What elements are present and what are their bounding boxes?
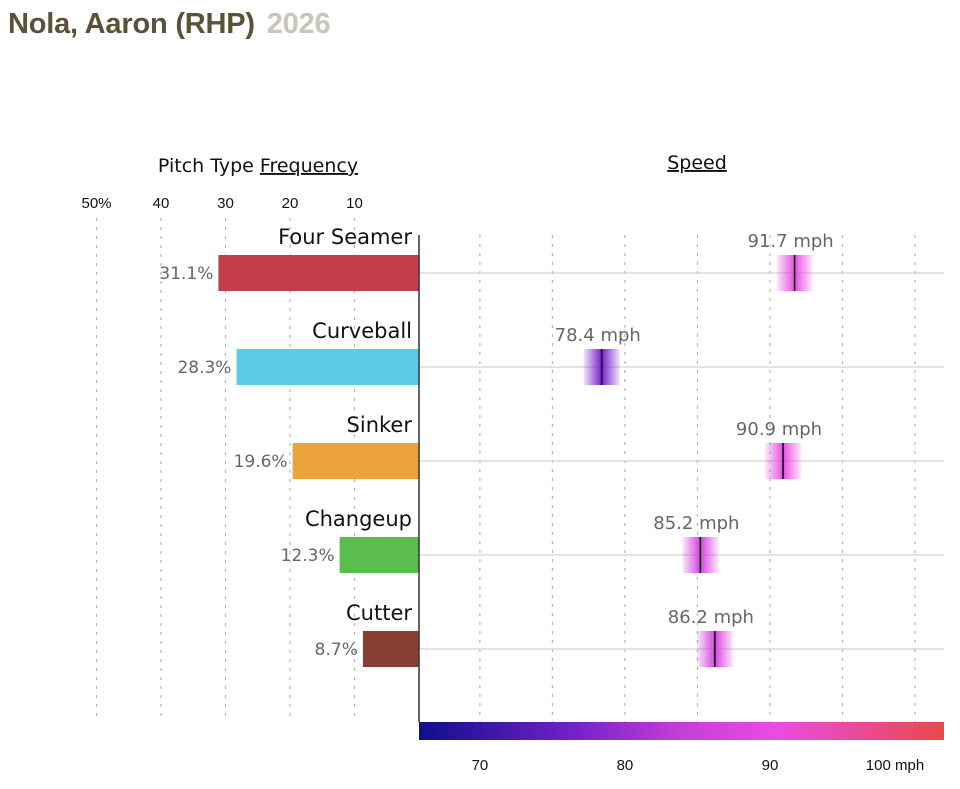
frequency-header-prefix: Pitch Type [158, 155, 260, 177]
speed-header: Speed [667, 152, 727, 174]
pitch-type-label: Sinker [347, 413, 413, 437]
pitch-type-label: Four Seamer [278, 225, 412, 249]
pitch-type-label: Curveball [312, 319, 412, 343]
frequency-tick-label: 30 [217, 195, 234, 212]
frequency-grid: 50% 40 30 20 10 [81, 195, 363, 722]
pitcher-name: Nola, Aaron (RHP) [8, 8, 255, 40]
speed-scale-ticks: 70 80 90 100 mph [472, 757, 925, 774]
frequency-tick-label: 20 [282, 195, 299, 212]
frequency-bar [339, 537, 419, 573]
season-year: 2026 [266, 8, 331, 40]
frequency-bar [218, 255, 419, 291]
frequency-value-label: 31.1% [159, 264, 213, 284]
speed-scale-tick-label: 100 mph [866, 757, 924, 774]
chart-title: Nola, Aaron (RHP) 2026 [8, 8, 331, 41]
frequency-tick-label: 10 [346, 195, 363, 212]
frequency-bar [236, 349, 419, 385]
frequency-header-underlined: Frequency [260, 155, 358, 177]
frequency-tick-label: 40 [153, 195, 170, 212]
speed-color-scale [419, 722, 944, 740]
speed-value-label: 78.4 mph [555, 325, 641, 346]
frequency-value-label: 28.3% [177, 358, 231, 378]
pitch-row: Curveball 28.3% 78.4 mph [177, 319, 944, 385]
pitch-type-label: Cutter [346, 601, 412, 625]
frequency-value-label: 12.3% [281, 546, 335, 566]
speed-value-label: 90.9 mph [736, 419, 822, 440]
frequency-bar [362, 631, 419, 667]
speed-scale-tick-label: 70 [472, 757, 489, 774]
speed-value-label: 91.7 mph [748, 231, 834, 252]
pitch-row: Cutter 8.7% 86.2 mph [315, 601, 944, 667]
pitch-row: Changeup 12.3% 85.2 mph [281, 507, 944, 573]
frequency-value-label: 19.6% [234, 452, 288, 472]
speed-scale-tick-label: 80 [617, 757, 634, 774]
pitch-row: Four Seamer 31.1% 91.7 mph [159, 225, 944, 291]
speed-scale-tick-label: 90 [762, 757, 779, 774]
frequency-bar [292, 443, 419, 479]
speed-value-label: 85.2 mph [653, 513, 739, 534]
frequency-header: Pitch Type Frequency [158, 155, 358, 177]
pitch-rows: Four Seamer 31.1% 91.7 mph Curveball 28.3% 78… [159, 225, 944, 667]
pitch-row: Sinker 19.6% 90.9 mph [234, 413, 944, 479]
speed-value-label: 86.2 mph [668, 607, 754, 628]
pitch-type-label: Changeup [305, 507, 412, 531]
frequency-value-label: 8.7% [315, 640, 358, 660]
frequency-tick-label: 50% [81, 195, 111, 212]
